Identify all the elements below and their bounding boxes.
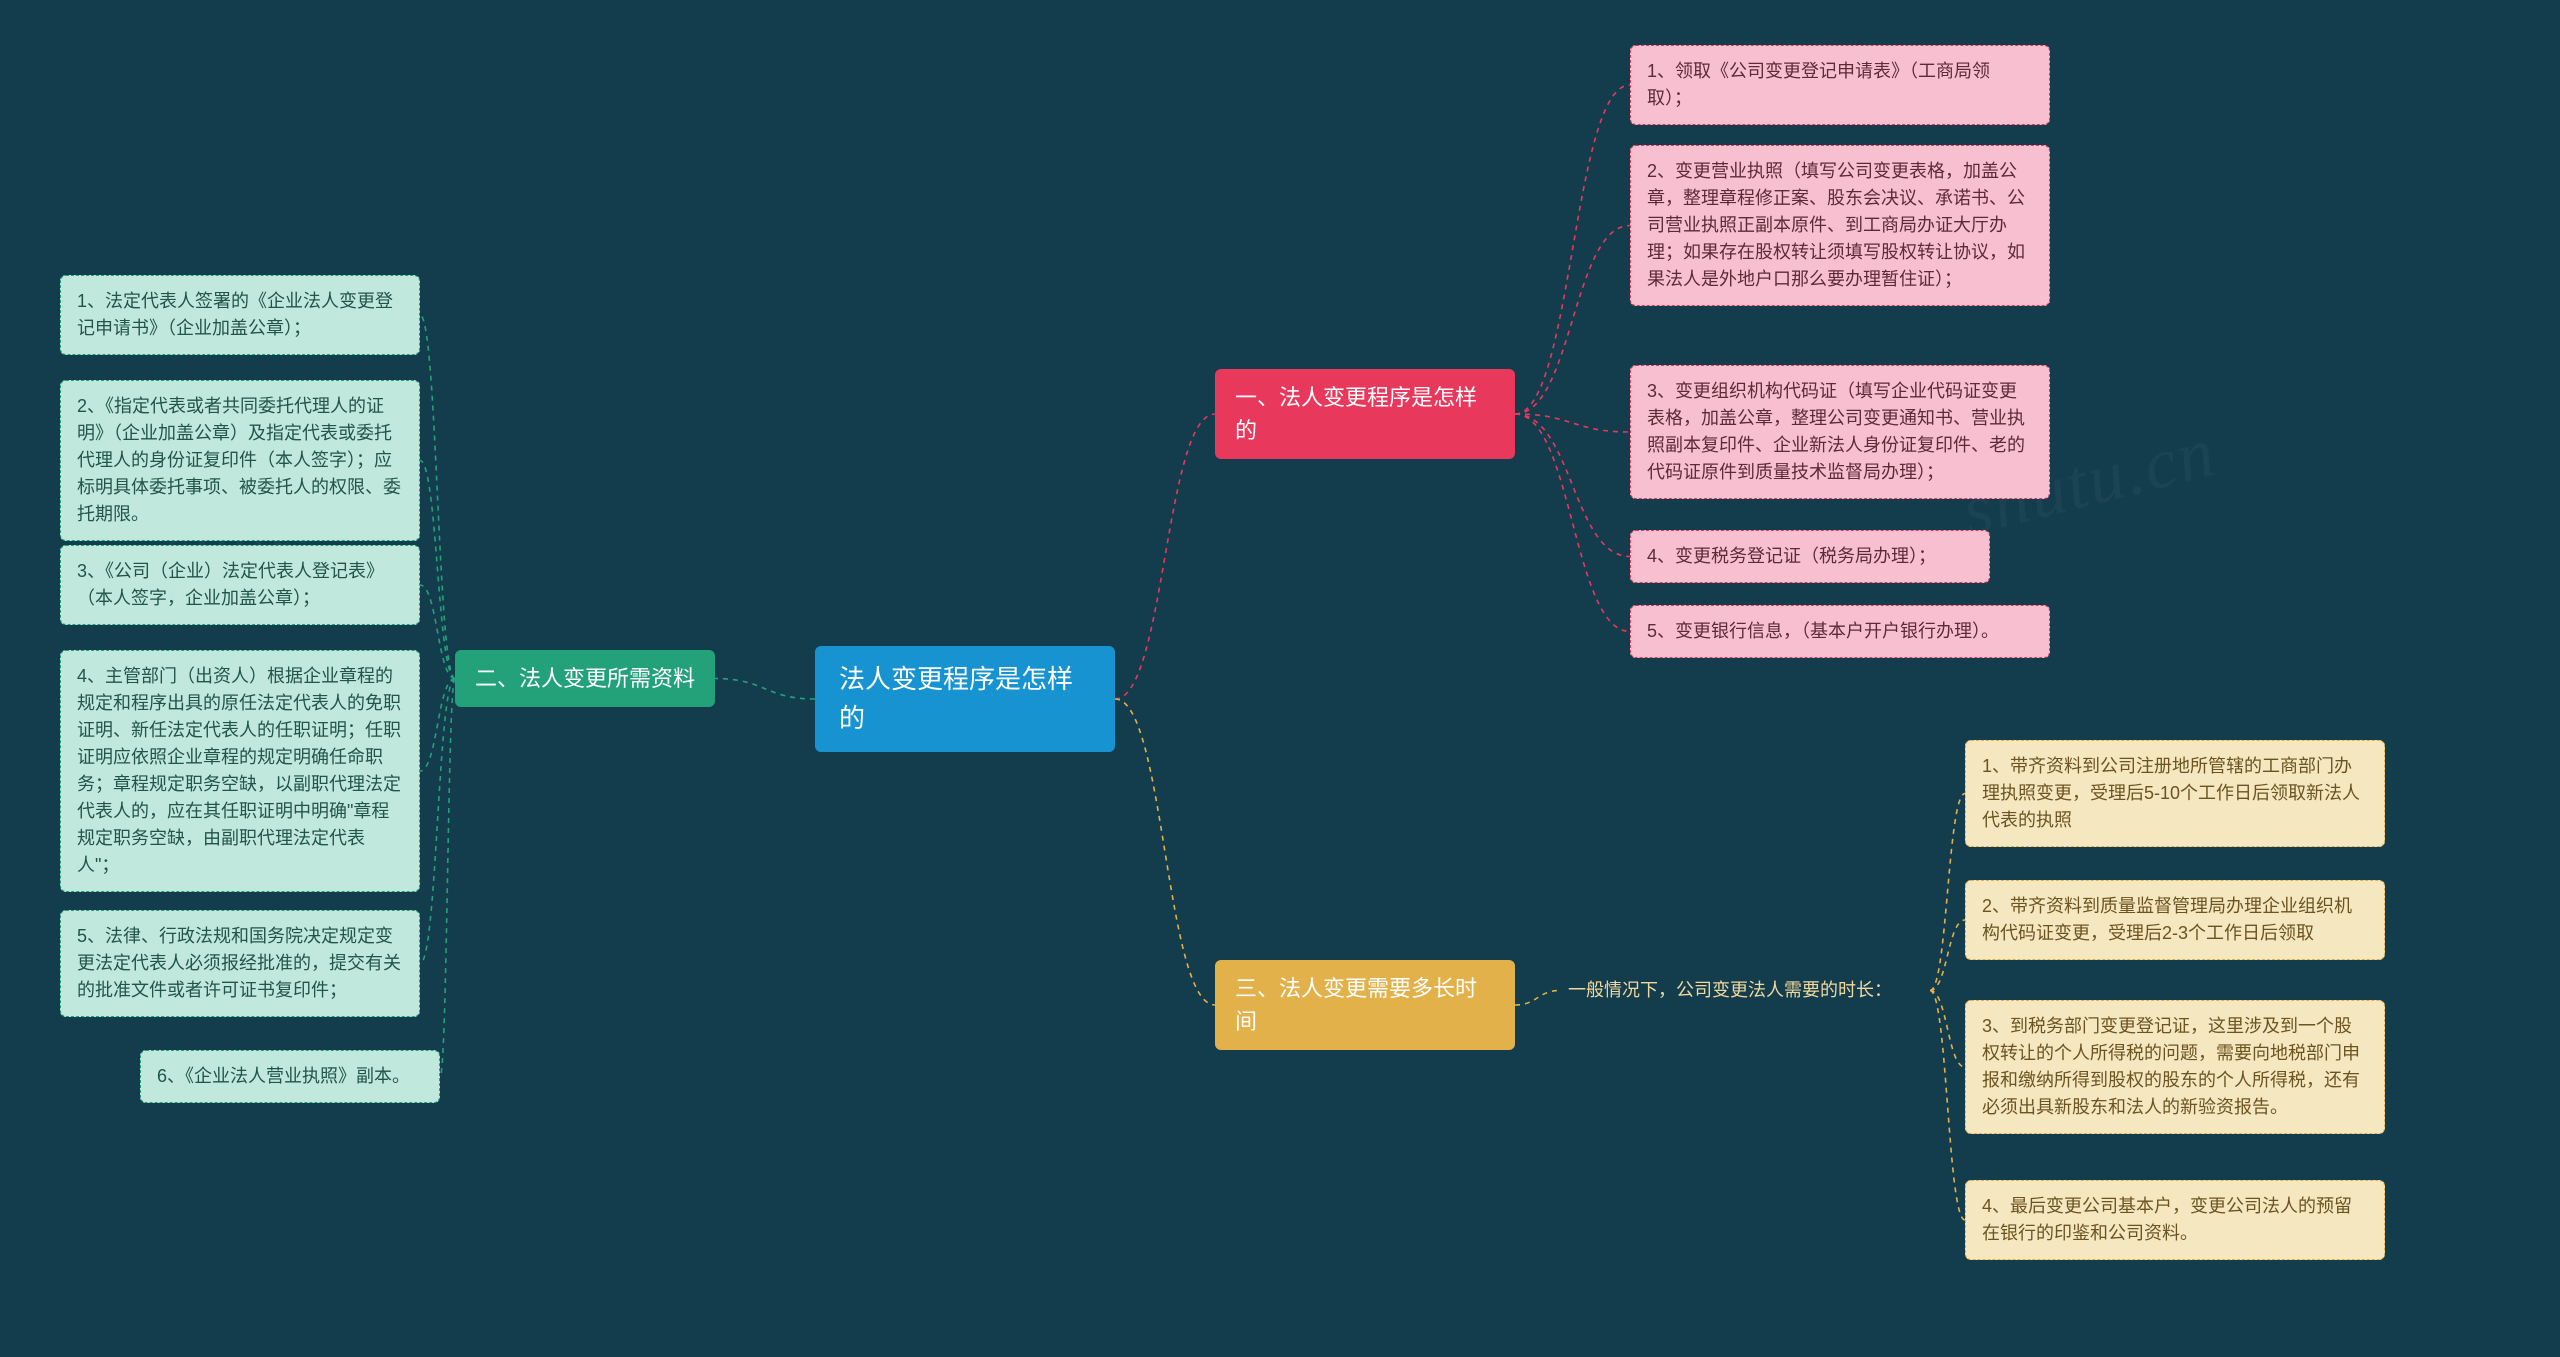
branch-2: 二、法人变更所需资料 — [455, 650, 715, 707]
branch-1-leaf-1: 1、领取《公司变更登记申请表》（工商局领取）； — [1630, 45, 2050, 125]
branch-2-leaf-4: 4、主管部门（出资人）根据企业章程的规定和程序出具的原任法定代表人的免职证明、新… — [60, 650, 420, 892]
branch-3-leaf-1: 1、带齐资料到公司注册地所管辖的工商部门办理执照变更，受理后5-10个工作日后领… — [1965, 740, 2385, 847]
branch-1-leaf-5: 5、变更银行信息，（基本户开户银行办理）。 — [1630, 605, 2050, 658]
branch-2-leaf-6: 6、《企业法人营业执照》副本。 — [140, 1050, 440, 1103]
branch-3-leaf-3: 3、到税务部门变更登记证，这里涉及到一个股权转让的个人所得税的问题，需要向地税部… — [1965, 1000, 2385, 1134]
mindmap-root: 法人变更程序是怎样的 — [815, 646, 1115, 752]
branch-2-leaf-2: 2、《指定代表或者共同委托代理人的证明》（企业加盖公章）及指定代表或委托代理人的… — [60, 380, 420, 541]
branch-3-leaf-2: 2、带齐资料到质量监督管理局办理企业组织机构代码证变更，受理后2-3个工作日后领… — [1965, 880, 2385, 960]
branch-2-leaf-1: 1、法定代表人签署的《企业法人变更登记申请书》（企业加盖公章）； — [60, 275, 420, 355]
branch-1-leaf-3: 3、变更组织机构代码证（填写企业代码证变更表格，加盖公章，整理公司变更通知书、营… — [1630, 365, 2050, 499]
branch-1: 一、法人变更程序是怎样的 — [1215, 369, 1515, 459]
branch-1-leaf-4: 4、变更税务登记证（税务局办理）； — [1630, 530, 1990, 583]
branch-3-leaf-4: 4、最后变更公司基本户，变更公司法人的预留在银行的印鉴和公司资料。 — [1965, 1180, 2385, 1260]
branch-2-leaf-5: 5、法律、行政法规和国务院决定规定变更法定代表人必须报经批准的，提交有关的批准文… — [60, 910, 420, 1017]
branch-3: 三、法人变更需要多长时间 — [1215, 960, 1515, 1050]
branch-1-leaf-2: 2、变更营业执照（填写公司变更表格，加盖公章，整理章程修正案、股东会决议、承诺书… — [1630, 145, 2050, 306]
branch-2-leaf-3: 3、《公司（企业）法定代表人登记表》（本人签字，企业加盖公章）； — [60, 545, 420, 625]
branch-3-subtitle: 一般情况下，公司变更法人需要的时长： — [1560, 973, 1930, 1008]
